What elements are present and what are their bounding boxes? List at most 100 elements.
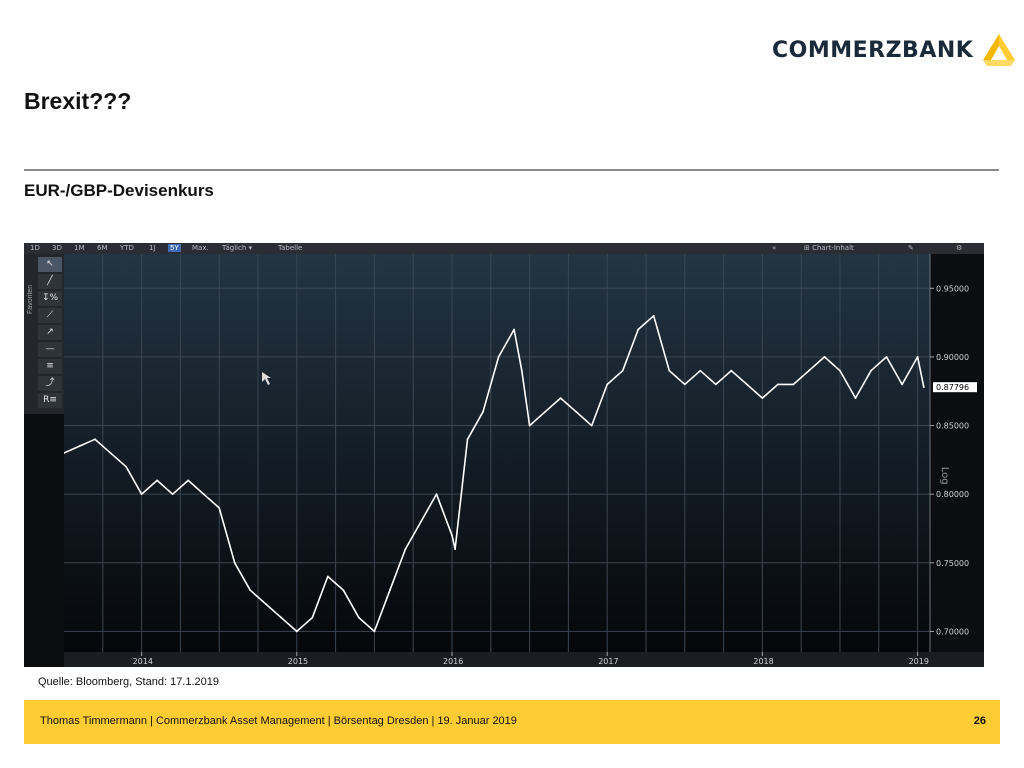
x-tick-label: 2016 — [443, 657, 463, 666]
x-tick-label: 2018 — [753, 657, 773, 666]
channel-tool-icon[interactable]: ≡ — [38, 359, 62, 374]
data-point — [761, 397, 764, 400]
data-point — [823, 356, 826, 358]
range-1j[interactable]: 1J — [149, 244, 156, 252]
y-tick-label: 0.80000 — [936, 490, 969, 499]
data-point — [140, 493, 143, 496]
data-point — [637, 328, 640, 331]
data-point — [792, 383, 795, 386]
data-point — [854, 397, 857, 400]
data-point — [839, 369, 841, 372]
data-point — [187, 479, 190, 482]
source-note: Quelle: Bloomberg, Stand: 17.1.2019 — [38, 676, 220, 688]
x-tick-label: 2017 — [598, 657, 618, 666]
data-point — [714, 383, 717, 386]
cursor-tool-icon[interactable]: ↖ — [38, 257, 62, 272]
data-point — [264, 603, 267, 605]
data-point — [916, 356, 919, 358]
data-point — [295, 630, 298, 633]
range-5y[interactable]: 5Y — [168, 244, 181, 252]
bloomberg-chart: 1D 3D 1M 6M YTD 1J 5Y Max. Täglich ▾ Tab… — [24, 243, 984, 667]
data-point — [885, 356, 888, 358]
data-point — [233, 561, 236, 564]
drawing-tools: Favoriten ↖ ╱ ↧% ⟋ ↗ — ≡ ⤴ R≡ — [24, 254, 64, 414]
data-point — [621, 369, 624, 372]
footer-text: Thomas Timmermann | Commerzbank Asset Ma… — [40, 715, 517, 727]
range-1d[interactable]: 1D — [30, 244, 40, 252]
data-point — [249, 589, 252, 592]
last-value-label: 0.87796 — [936, 383, 969, 392]
data-point — [326, 575, 329, 578]
data-point — [808, 369, 810, 372]
commerzbank-logo: COMMERZBANK — [772, 30, 1017, 70]
data-point — [389, 589, 391, 592]
data-point — [64, 452, 65, 454]
settings-icon[interactable]: ⚙ — [956, 244, 963, 252]
plot-background — [64, 254, 930, 652]
data-point — [404, 548, 407, 550]
data-point — [745, 383, 748, 386]
frequency-select[interactable]: Täglich ▾ — [222, 244, 253, 252]
data-point — [777, 383, 779, 386]
chart-content-button[interactable]: ⊞ Chart-Inhalt — [804, 244, 854, 252]
arrow-tool-icon[interactable]: ⤴ — [38, 376, 62, 391]
data-point — [575, 410, 578, 413]
data-point — [202, 493, 205, 496]
range-max[interactable]: Max. — [192, 244, 209, 252]
data-point — [78, 445, 81, 448]
data-point — [922, 386, 925, 389]
data-point — [156, 479, 159, 482]
divider — [24, 169, 999, 171]
ray-tool-icon[interactable]: ↗ — [38, 325, 62, 340]
line-tool-icon[interactable]: ╱ — [38, 274, 62, 289]
page-number: 26 — [973, 715, 986, 727]
range-3d[interactable]: 3D — [52, 244, 62, 252]
data-point — [901, 383, 903, 386]
page-title: Brexit??? — [24, 88, 132, 114]
data-point — [357, 616, 360, 619]
x-tick-label: 2014 — [133, 657, 153, 666]
collapse-icon[interactable]: « — [772, 244, 777, 252]
table-button[interactable]: Tabelle — [278, 244, 303, 252]
data-point — [373, 630, 376, 633]
chart-subtitle: EUR-/GBP-Devisenkurs — [24, 181, 214, 200]
chart-toolbar: 1D 3D 1M 6M YTD 1J 5Y Max. Täglich ▾ Tab… — [24, 243, 984, 254]
data-point — [559, 397, 562, 400]
series-line-0 — [64, 314, 925, 633]
x-tick-label: 2015 — [288, 657, 308, 666]
data-point — [311, 616, 314, 619]
data-point — [125, 465, 127, 468]
data-point — [606, 383, 609, 386]
retracement-tool-icon[interactable]: R≡ — [38, 393, 62, 408]
price-plot: 0.70000 0.75000 0.80000 0.85000 0.90000 0.950… — [64, 254, 984, 667]
range-ytd[interactable]: YTD — [120, 244, 134, 252]
data-point — [482, 410, 484, 413]
y-tick-label: 0.90000 — [936, 353, 969, 362]
data-point — [466, 438, 469, 441]
logo-wordmark: COMMERZBANK — [772, 37, 974, 63]
data-point — [652, 314, 655, 317]
data-point — [420, 520, 422, 523]
data-point — [454, 548, 456, 550]
data-point — [520, 369, 523, 372]
y-tick-label: 0.95000 — [936, 284, 969, 293]
data-point — [683, 383, 686, 386]
percent-tool-icon[interactable]: ↧% — [38, 291, 62, 306]
x-tick-label: 2019 — [909, 657, 929, 666]
data-point — [94, 438, 96, 441]
logo-ribbon-icon — [983, 34, 1016, 66]
data-point — [513, 328, 515, 331]
hline-tool-icon[interactable]: — — [38, 342, 62, 357]
range-1m[interactable]: 1M — [74, 244, 85, 252]
footer-bar: Thomas Timmermann | Commerzbank Asset Ma… — [24, 700, 1000, 744]
favorites-label: Favoriten — [27, 284, 34, 314]
edit-icon[interactable]: ✎ — [908, 244, 914, 252]
data-point — [171, 493, 174, 496]
range-6m[interactable]: 6M — [97, 244, 108, 252]
data-point — [497, 356, 500, 358]
data-point — [280, 616, 283, 619]
last-value-box — [933, 382, 977, 393]
y-tick-label: 0.70000 — [936, 627, 969, 636]
trend-tool-icon[interactable]: ⟋ — [38, 308, 62, 323]
data-point — [590, 424, 593, 427]
